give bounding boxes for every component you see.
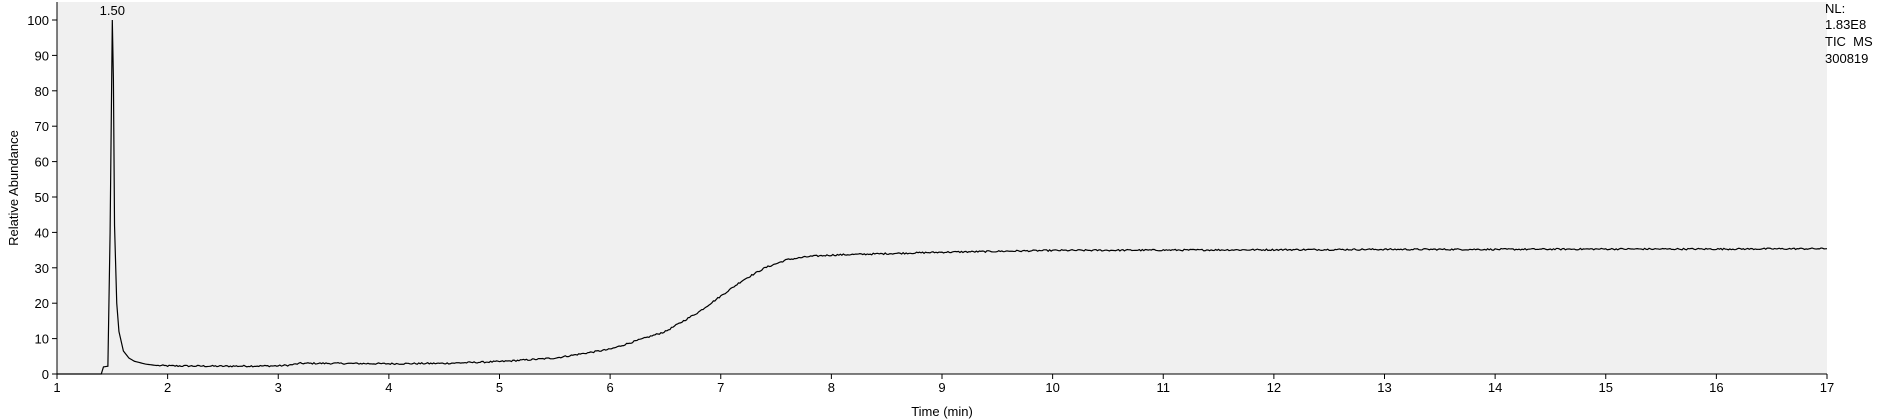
x-tick-label: 16 [1709, 380, 1723, 395]
peak-label: 1.50 [100, 3, 125, 18]
y-axis-title: Relative Abundance [6, 130, 21, 246]
y-tick-label: 90 [35, 48, 49, 63]
info-line: TIC MS [1825, 34, 1873, 49]
x-tick-label: 10 [1045, 380, 1059, 395]
x-tick-label: 11 [1157, 380, 1171, 395]
y-tick-label: 40 [35, 225, 49, 240]
x-tick-label: 5 [496, 380, 503, 395]
plot-area [57, 2, 1827, 374]
x-tick-label: 1 [53, 380, 60, 395]
y-tick-label: 100 [27, 13, 49, 28]
y-tick-label: 0 [42, 367, 49, 382]
y-tick-label: 50 [35, 190, 49, 205]
x-axis-title: Time (min) [911, 404, 973, 419]
y-tick-label: 10 [35, 332, 49, 347]
x-tick-label: 4 [385, 380, 392, 395]
y-tick-label: 80 [35, 84, 49, 99]
x-tick-label: 13 [1377, 380, 1391, 395]
x-tick-label: 15 [1599, 380, 1613, 395]
y-tick-label: 60 [35, 155, 49, 170]
y-tick-label: 70 [35, 119, 49, 134]
y-tick-label: 30 [35, 261, 49, 276]
tic-trace [57, 19, 1828, 375]
x-tick-label: 17 [1820, 380, 1834, 395]
x-tick-label: 8 [828, 380, 835, 395]
x-tick-label: 12 [1267, 380, 1281, 395]
x-tick-label: 14 [1488, 380, 1502, 395]
x-tick-label: 7 [717, 380, 724, 395]
normalization-info: NL: 1.83E8 TIC MS 300819 [1825, 1, 1873, 66]
x-tick-label: 9 [938, 380, 945, 395]
info-line: NL: [1825, 1, 1845, 16]
y-tick-label: 20 [35, 296, 49, 311]
x-tick-label: 2 [164, 380, 171, 395]
info-line: 300819 [1825, 51, 1868, 66]
x-tick-label: 6 [607, 380, 614, 395]
info-line: 1.83E8 [1825, 17, 1866, 32]
x-tick-label: 3 [275, 380, 282, 395]
